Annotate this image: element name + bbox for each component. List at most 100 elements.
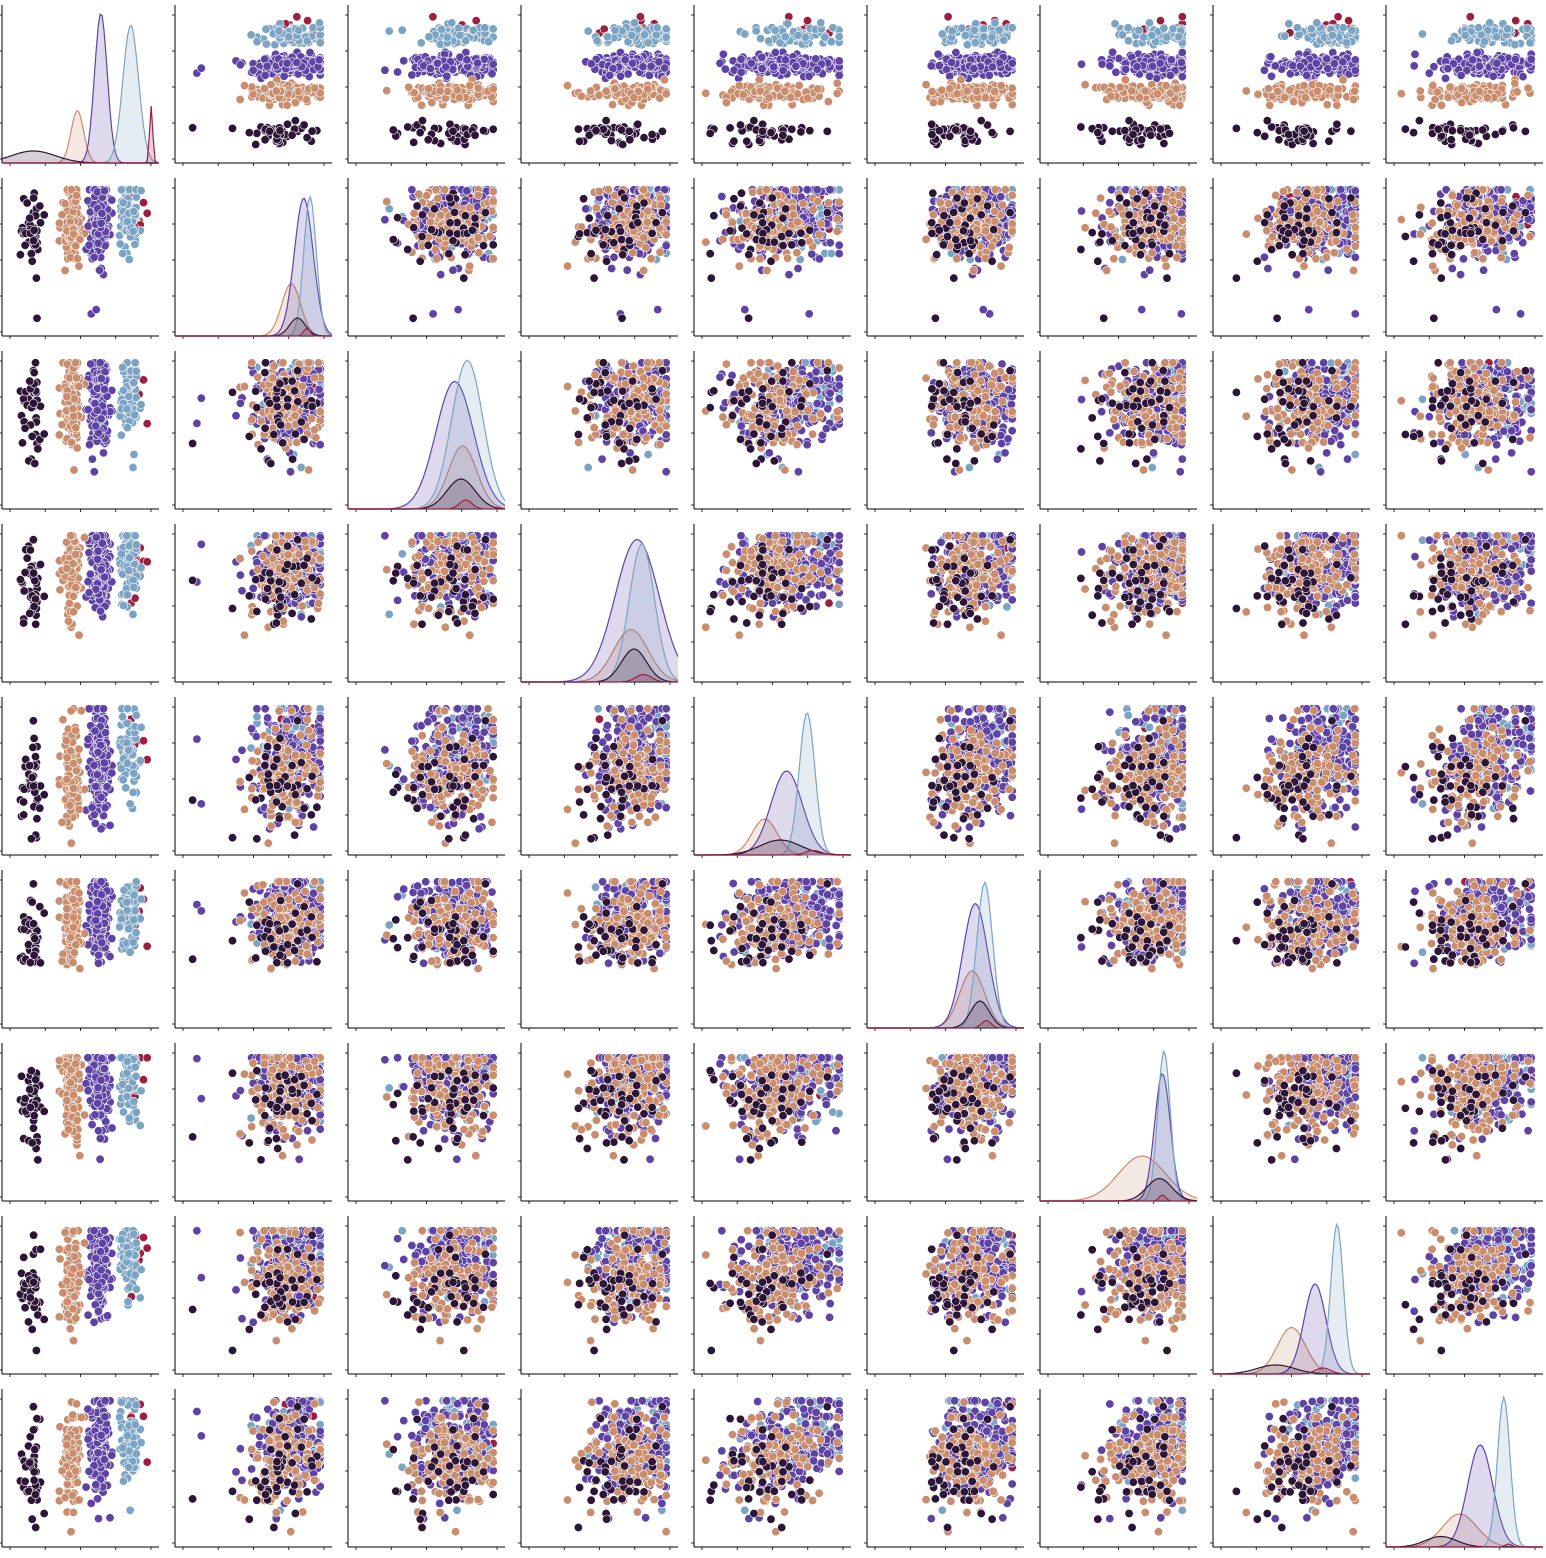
scatter-point: [417, 39, 425, 47]
scatter-point: [303, 37, 311, 45]
scatter-point: [628, 59, 636, 67]
scatter-point: [979, 25, 987, 33]
scatter-point: [833, 79, 841, 87]
scatter-point: [804, 94, 812, 102]
scatter-point: [827, 38, 835, 46]
scatter-point: [383, 86, 391, 94]
scatter-point: [443, 33, 451, 41]
scatter-point: [948, 27, 956, 35]
scatter-point: [611, 26, 619, 34]
scatter-point: [245, 128, 253, 136]
scatter-point: [448, 19, 456, 27]
panel-r0-c1: [172, 5, 332, 166]
scatter-point: [424, 136, 432, 144]
panel-r0-c3: [518, 5, 678, 166]
scatter-point: [197, 64, 205, 72]
scatter-point: [801, 33, 809, 41]
scatter-point: [272, 87, 280, 95]
scatter-point: [253, 129, 261, 137]
scatter-point: [647, 62, 655, 70]
scatter-point: [602, 116, 610, 124]
scatter-point: [779, 131, 787, 139]
scatter-point: [722, 98, 730, 106]
scatter-point: [260, 85, 268, 93]
scatter-point: [630, 19, 638, 27]
panel-r0-c0: [0, 5, 159, 166]
scatter-point: [653, 24, 661, 32]
scatter-point: [611, 85, 619, 93]
scatter-point: [587, 60, 595, 68]
scatter-point: [236, 61, 244, 69]
scatter-point: [784, 20, 792, 28]
scatter-point: [489, 85, 497, 93]
scatter-point: [385, 27, 393, 35]
scatter-point: [400, 57, 408, 65]
scatter-point: [455, 94, 463, 102]
scatter-point: [721, 65, 729, 73]
scatter-point: [626, 136, 634, 144]
scatter-point: [240, 81, 248, 89]
scatter-point: [466, 81, 474, 89]
scatter-point: [752, 27, 760, 35]
scatter-point: [608, 101, 616, 109]
scatter-point: [293, 58, 301, 66]
scatter-point: [835, 32, 843, 40]
panel-r0-c5: [864, 5, 1024, 166]
scatter-point: [719, 50, 727, 58]
scatter-point: [758, 53, 766, 61]
scatter-point: [829, 24, 837, 32]
scatter-point: [706, 129, 714, 137]
scatter-point: [261, 136, 269, 144]
scatter-point: [814, 85, 822, 93]
scatter-point: [805, 72, 813, 80]
scatter-point: [767, 128, 775, 136]
scatter-point: [628, 31, 636, 39]
scatter-point: [228, 124, 236, 132]
scatter-point: [781, 87, 789, 95]
scatter-point: [792, 62, 800, 70]
scatter-point: [644, 85, 652, 93]
scatter-point: [416, 128, 424, 136]
scatter-point: [474, 84, 482, 92]
scatter-point: [266, 127, 274, 135]
scatter-point: [408, 71, 416, 79]
scatter-point: [980, 33, 988, 41]
scatter-point: [283, 101, 291, 109]
scatter-point: [835, 57, 843, 65]
scatter-point: [823, 127, 831, 135]
scatter-point: [824, 97, 832, 105]
scatter-point: [624, 70, 632, 78]
scatter-point: [463, 56, 471, 64]
scatter-point: [443, 72, 451, 80]
scatter-point: [743, 137, 751, 145]
scatter-point: [247, 31, 255, 39]
scatter-point: [756, 34, 764, 42]
scatter-point: [938, 30, 946, 38]
scatter-point: [293, 13, 301, 21]
scatter-point: [660, 76, 668, 84]
scatter-point: [473, 59, 481, 67]
scatter-point: [433, 59, 441, 67]
scatter-point: [404, 123, 412, 131]
scatter-point: [833, 89, 841, 97]
scatter-point: [291, 116, 299, 124]
scatter-point: [283, 59, 291, 67]
scatter-point: [425, 33, 433, 41]
scatter-point: [389, 126, 397, 134]
scatter-point: [489, 125, 497, 133]
scatter-point: [702, 89, 710, 97]
scatter-point: [449, 127, 457, 135]
scatter-point: [417, 101, 425, 109]
scatter-point: [779, 66, 787, 74]
scatter-point: [640, 133, 648, 141]
scatter-point: [426, 64, 434, 72]
scatter-point: [428, 98, 436, 106]
scatter-point: [662, 90, 670, 98]
scatter-point: [479, 126, 487, 134]
scatter-point: [308, 127, 316, 135]
scatter-point: [585, 131, 593, 139]
scatter-point: [747, 59, 755, 67]
scatter-point: [283, 120, 291, 128]
scatter-point: [795, 81, 803, 89]
